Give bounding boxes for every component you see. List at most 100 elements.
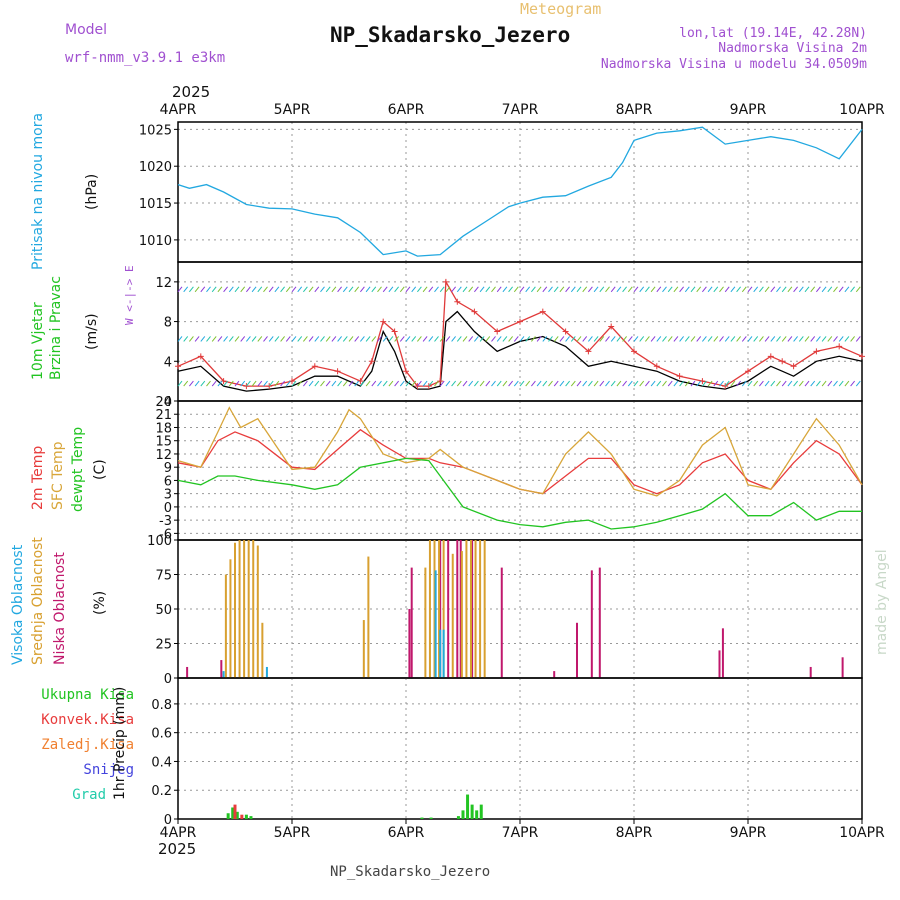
wind-barb bbox=[314, 336, 320, 342]
wind-barb bbox=[776, 336, 781, 342]
product-title: Meteogram bbox=[520, 0, 601, 18]
cloud-bar-srednja bbox=[483, 540, 486, 678]
wind-barb bbox=[189, 286, 194, 293]
precip-bar-ukupna bbox=[470, 804, 474, 819]
precip-graupel-label: Grad bbox=[72, 787, 106, 803]
precip-bar-ukupna bbox=[244, 814, 248, 819]
wind-barb bbox=[719, 336, 724, 342]
wind-barb bbox=[280, 286, 285, 293]
wind-barb bbox=[508, 380, 513, 387]
wind-barb bbox=[793, 286, 798, 293]
wind-barb bbox=[485, 286, 491, 293]
wind-barb bbox=[422, 286, 428, 293]
wind-barb bbox=[747, 336, 753, 342]
gust-marker bbox=[562, 328, 569, 335]
wind-barb bbox=[542, 336, 548, 342]
cloud-bar-srednja bbox=[469, 540, 472, 678]
wind-barb bbox=[502, 380, 508, 387]
wind-barb bbox=[354, 286, 360, 293]
precip-bar-ukupna bbox=[475, 810, 479, 819]
precip-snow-label: Snijeg bbox=[83, 762, 134, 778]
y-tick-label: 15 bbox=[155, 435, 172, 450]
wind-barb bbox=[804, 336, 810, 342]
y-tick-label: 0.6 bbox=[151, 727, 172, 742]
wind-barb bbox=[684, 380, 690, 387]
wind-barb bbox=[741, 336, 747, 342]
wind-barb bbox=[417, 336, 422, 342]
wind-barb bbox=[468, 336, 474, 342]
temp-frame bbox=[177, 400, 863, 541]
wind-barb bbox=[451, 336, 456, 342]
altitude: Nadmorska Visina 2m bbox=[718, 41, 867, 56]
wind-barb bbox=[337, 286, 342, 293]
wind-barb bbox=[565, 286, 570, 293]
cloud-bar-srednja bbox=[362, 620, 365, 678]
precip-bar-ukupna bbox=[456, 816, 460, 819]
wind-barb bbox=[684, 336, 690, 342]
wind-barb bbox=[354, 336, 360, 342]
wind-barb bbox=[707, 286, 713, 293]
gust-marker bbox=[745, 368, 751, 375]
cloud-bar-srednja bbox=[433, 540, 436, 678]
wind-barb bbox=[753, 286, 759, 293]
wind-barb bbox=[371, 286, 377, 293]
wind-barb bbox=[719, 380, 724, 387]
wind-barb bbox=[314, 380, 320, 387]
wind-barb bbox=[798, 380, 804, 387]
wind-barb bbox=[263, 286, 268, 293]
cloud-high-label: Visoka Oblacnost bbox=[10, 544, 26, 665]
wind-barb bbox=[291, 286, 297, 293]
wind-barb bbox=[770, 380, 776, 387]
wind-barb bbox=[200, 380, 206, 387]
wind-barb bbox=[200, 336, 206, 342]
wind-barb bbox=[428, 286, 434, 293]
wind-barb bbox=[485, 336, 491, 342]
wind-barb bbox=[382, 380, 388, 387]
temp-sfc-line bbox=[177, 406, 863, 497]
cloud-bar-srednja bbox=[442, 540, 445, 678]
gust-marker bbox=[608, 323, 615, 330]
cloud-bar-srednja bbox=[438, 540, 441, 678]
wind-barb bbox=[399, 286, 405, 293]
wind-barb bbox=[787, 286, 793, 293]
wind-barb bbox=[536, 286, 542, 293]
wind-barb bbox=[588, 380, 593, 387]
cloud-bar-srednja bbox=[424, 567, 427, 678]
wind-barb bbox=[513, 336, 519, 342]
precip-total-label: Ukupna Kisa bbox=[41, 687, 134, 703]
wind-barb bbox=[474, 380, 479, 387]
wind-barb bbox=[360, 380, 365, 387]
wind-barb bbox=[850, 380, 855, 387]
wind-barb bbox=[610, 286, 616, 293]
gust-marker bbox=[676, 373, 683, 380]
x-label-top: 6APR bbox=[388, 102, 425, 118]
wind-barb bbox=[263, 380, 268, 387]
wind-barb bbox=[468, 380, 474, 387]
wind-barb bbox=[713, 286, 719, 293]
wind-barb bbox=[582, 286, 588, 293]
wind-barb bbox=[234, 286, 240, 293]
cloud-bar-srednja bbox=[252, 540, 255, 678]
gust-marker bbox=[403, 368, 409, 375]
wind-barb bbox=[320, 336, 325, 342]
wind-barb bbox=[519, 286, 525, 293]
precip-bar-ukupna bbox=[231, 807, 235, 819]
wind-barb bbox=[855, 380, 861, 387]
wind-barb bbox=[690, 380, 696, 387]
wind-barb bbox=[770, 286, 776, 293]
wind-ylabel: 10m Vjetar Brzina i Pravac bbox=[30, 276, 64, 380]
cloud-bar-srednja bbox=[367, 556, 370, 678]
wind-barb bbox=[274, 380, 280, 387]
wind-barb bbox=[462, 336, 468, 342]
wind-barb bbox=[565, 380, 570, 387]
wind-barb bbox=[274, 336, 280, 342]
pressure-mslp-line bbox=[177, 126, 863, 257]
wind-barb bbox=[759, 380, 764, 387]
gust-marker bbox=[454, 298, 461, 305]
cloud-bar-srednja bbox=[474, 540, 477, 678]
cloud-bar-srednja bbox=[451, 553, 454, 678]
cloud-bar-niska bbox=[456, 540, 459, 678]
wind-barb bbox=[730, 286, 736, 293]
wind-barb bbox=[838, 286, 844, 293]
